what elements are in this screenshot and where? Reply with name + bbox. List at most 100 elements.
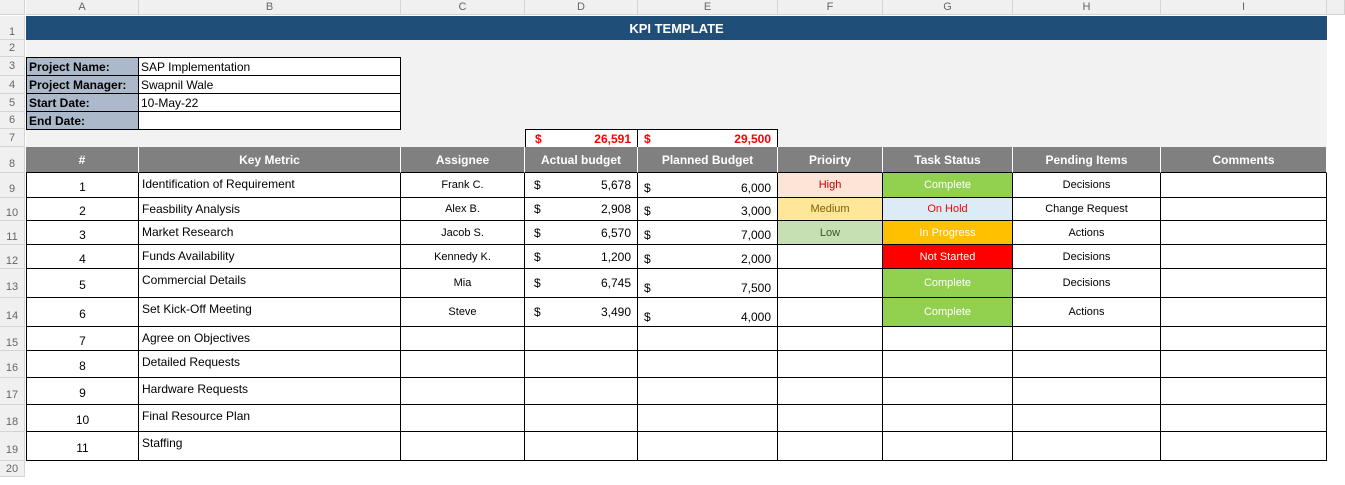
select-all-corner[interactable] — [0, 0, 25, 15]
project-name-value[interactable]: SAP Implementation — [139, 57, 401, 76]
comments-cell[interactable] — [1161, 198, 1327, 221]
row-number-cell[interactable]: 9 — [26, 378, 139, 405]
comments-cell[interactable] — [1161, 245, 1327, 269]
assignee-cell[interactable]: Jacob S. — [401, 221, 525, 245]
pending-items-cell[interactable] — [1013, 378, 1161, 405]
pending-items-cell[interactable] — [1013, 432, 1161, 461]
task-status-cell[interactable]: In Progress — [883, 221, 1013, 245]
planned-budget-cell[interactable] — [638, 432, 778, 461]
task-status-cell[interactable] — [883, 405, 1013, 432]
assignee-cell[interactable]: Mia — [401, 269, 525, 298]
key-metric-cell[interactable]: Funds Availability — [139, 245, 401, 269]
key-metric-cell[interactable]: Feasbility Analysis — [139, 198, 401, 221]
pending-items-cell[interactable] — [1013, 327, 1161, 351]
actual-budget-cell[interactable]: $3,490 — [525, 298, 638, 327]
start-date-value[interactable]: 10-May-22 — [139, 94, 401, 112]
row-header-1[interactable]: 1 — [0, 16, 25, 40]
row-header-20[interactable]: 20 — [0, 461, 25, 477]
key-metric-cell[interactable]: Commercial Details — [139, 269, 401, 298]
table-header-e[interactable]: Planned Budget — [638, 147, 778, 173]
assignee-cell[interactable] — [401, 405, 525, 432]
priority-cell[interactable] — [778, 298, 883, 327]
row-header-3[interactable]: 3 — [0, 57, 25, 76]
row-header-5[interactable]: 5 — [0, 94, 25, 112]
task-status-cell[interactable]: On Hold — [883, 198, 1013, 221]
pending-items-cell[interactable]: Decisions — [1013, 269, 1161, 298]
planned-budget-cell[interactable] — [638, 405, 778, 432]
task-status-cell[interactable] — [883, 351, 1013, 378]
key-metric-cell[interactable]: Hardware Requests — [139, 378, 401, 405]
priority-cell[interactable]: High — [778, 173, 883, 198]
row-number-cell[interactable]: 1 — [26, 173, 139, 198]
pending-items-cell[interactable]: Actions — [1013, 221, 1161, 245]
actual-budget-cell[interactable] — [525, 378, 638, 405]
column-header-f[interactable]: F — [778, 0, 883, 15]
pending-items-cell[interactable]: Change Request — [1013, 198, 1161, 221]
row-header-19[interactable]: 19 — [0, 432, 25, 461]
priority-cell[interactable] — [778, 378, 883, 405]
assignee-cell[interactable] — [401, 327, 525, 351]
comments-cell[interactable] — [1161, 173, 1327, 198]
column-header-g[interactable]: G — [883, 0, 1013, 15]
planned-budget-cell[interactable]: $6,000 — [638, 173, 778, 198]
column-header-h[interactable]: H — [1013, 0, 1161, 15]
table-header-d[interactable]: Actual budget — [525, 147, 638, 173]
priority-cell[interactable]: Low — [778, 221, 883, 245]
planned-budget-cell[interactable] — [638, 327, 778, 351]
key-metric-cell[interactable]: Identification of Requirement — [139, 173, 401, 198]
column-header-a[interactable]: A — [26, 0, 139, 15]
row-header-9[interactable]: 9 — [0, 173, 25, 198]
actual-budget-cell[interactable] — [525, 405, 638, 432]
planned-budget-cell[interactable]: $3,000 — [638, 198, 778, 221]
planned-budget-cell[interactable] — [638, 351, 778, 378]
table-header-a[interactable]: # — [26, 147, 139, 173]
priority-cell[interactable] — [778, 432, 883, 461]
row-header-16[interactable]: 16 — [0, 351, 25, 378]
column-header-e[interactable]: E — [638, 0, 778, 15]
row-number-cell[interactable]: 7 — [26, 327, 139, 351]
pending-items-cell[interactable] — [1013, 405, 1161, 432]
column-header-d[interactable]: D — [525, 0, 638, 15]
column-header-b[interactable]: B — [139, 0, 401, 15]
task-status-cell[interactable] — [883, 432, 1013, 461]
key-metric-cell[interactable]: Staffing — [139, 432, 401, 461]
pending-items-cell[interactable]: Decisions — [1013, 245, 1161, 269]
row-number-cell[interactable]: 8 — [26, 351, 139, 378]
priority-cell[interactable]: Medium — [778, 198, 883, 221]
task-status-cell[interactable]: Complete — [883, 173, 1013, 198]
comments-cell[interactable] — [1161, 351, 1327, 378]
end-date-value[interactable] — [139, 112, 401, 130]
comments-cell[interactable] — [1161, 405, 1327, 432]
table-header-h[interactable]: Pending Items — [1013, 147, 1161, 173]
priority-cell[interactable] — [778, 327, 883, 351]
key-metric-cell[interactable]: Detailed Requests — [139, 351, 401, 378]
assignee-cell[interactable] — [401, 378, 525, 405]
row-number-cell[interactable]: 6 — [26, 298, 139, 327]
row-header-12[interactable]: 12 — [0, 245, 25, 269]
priority-cell[interactable] — [778, 405, 883, 432]
table-header-i[interactable]: Comments — [1161, 147, 1327, 173]
project-manager-value[interactable]: Swapnil Wale — [139, 76, 401, 94]
page-title[interactable]: KPI TEMPLATE — [26, 16, 1327, 40]
row-header-17[interactable]: 17 — [0, 378, 25, 405]
actual-budget-cell[interactable] — [525, 327, 638, 351]
actual-budget-total[interactable]: $ 26,591 — [525, 129, 638, 148]
assignee-cell[interactable]: Alex B. — [401, 198, 525, 221]
row-number-cell[interactable]: 5 — [26, 269, 139, 298]
row-header-14[interactable]: 14 — [0, 298, 25, 327]
task-status-cell[interactable]: Complete — [883, 298, 1013, 327]
task-status-cell[interactable] — [883, 327, 1013, 351]
row-number-cell[interactable]: 3 — [26, 221, 139, 245]
row-header-11[interactable]: 11 — [0, 221, 25, 245]
priority-cell[interactable] — [778, 245, 883, 269]
row-header-2[interactable]: 2 — [0, 40, 25, 57]
assignee-cell[interactable] — [401, 351, 525, 378]
actual-budget-cell[interactable]: $2,908 — [525, 198, 638, 221]
assignee-cell[interactable]: Kennedy K. — [401, 245, 525, 269]
key-metric-cell[interactable]: Final Resource Plan — [139, 405, 401, 432]
pending-items-cell[interactable]: Actions — [1013, 298, 1161, 327]
row-number-cell[interactable]: 4 — [26, 245, 139, 269]
actual-budget-cell[interactable]: $1,200 — [525, 245, 638, 269]
column-header-c[interactable]: C — [401, 0, 525, 15]
row-header-10[interactable]: 10 — [0, 198, 25, 221]
